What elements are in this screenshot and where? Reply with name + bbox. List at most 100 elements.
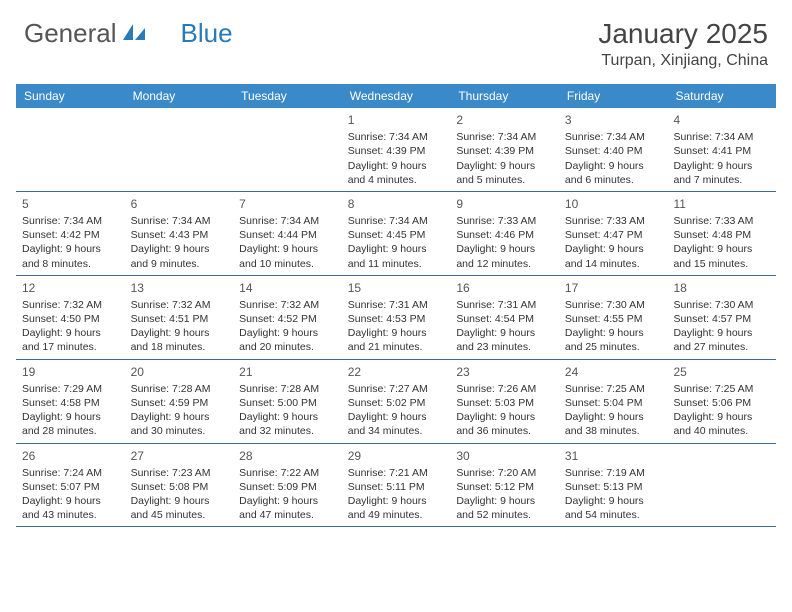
day-cell: 21 Sunrise: 7:28 AMSunset: 5:00 PMDayligh… [233, 360, 342, 443]
sunrise-text: Sunrise: 7:28 AM [239, 382, 336, 396]
day-cell [125, 108, 234, 191]
sunrise-text: Sunrise: 7:24 AM [22, 466, 119, 480]
day-number: 25 [673, 364, 770, 380]
sunset-text: Sunset: 4:43 PM [131, 228, 228, 242]
daylight-text: Daylight: 9 hours and 40 minutes. [673, 410, 770, 438]
day-cell: 22Sunrise: 7:27 AMSunset: 5:02 PMDayligh… [342, 360, 451, 443]
day-number: 18 [673, 280, 770, 296]
weeks-container: 1Sunrise: 7:34 AMSunset: 4:39 PMDaylight… [16, 108, 776, 527]
day-cell [233, 108, 342, 191]
daylight-text: Daylight: 9 hours and 38 minutes. [565, 410, 662, 438]
daylight-text: Daylight: 9 hours and 52 minutes. [456, 494, 553, 522]
sunrise-text: Sunrise: 7:33 AM [673, 214, 770, 228]
sunset-text: Sunset: 5:03 PM [456, 396, 553, 410]
sunrise-text: Sunrise: 7:22 AM [239, 466, 336, 480]
daylight-text: Daylight: 9 hours and 28 minutes. [22, 410, 119, 438]
sunset-text: Sunset: 5:04 PM [565, 396, 662, 410]
day-cell: 1Sunrise: 7:34 AMSunset: 4:39 PMDaylight… [342, 108, 451, 191]
sunrise-text: Sunrise: 7:34 AM [673, 130, 770, 144]
sunrise-text: Sunrise: 7:25 AM [673, 382, 770, 396]
sunset-text: Sunset: 4:41 PM [673, 144, 770, 158]
day-cell: 24 Sunrise: 7:25 AMSunset: 5:04 PMDayligh… [559, 360, 668, 443]
day-cell: 14Sunrise: 7:32 AMSunset: 4:52 PMDayligh… [233, 276, 342, 359]
sunrise-text: Sunrise: 7:34 AM [22, 214, 119, 228]
sunset-text: Sunset: 4:55 PM [565, 312, 662, 326]
day-header-row: SundayMondayTuesdayWednesdayThursdayFrid… [16, 84, 776, 108]
sunset-text: Sunset: 5:06 PM [673, 396, 770, 410]
sunrise-text: Sunrise: 7:31 AM [456, 298, 553, 312]
sunrise-text: Sunrise: 7:28 AM [131, 382, 228, 396]
sunrise-text: Sunrise: 7:31 AM [348, 298, 445, 312]
day-cell: 31Sunrise: 7:19 AMSunset: 5:13 PMDayligh… [559, 444, 668, 527]
day-cell: 25 Sunrise: 7:25 AMSunset: 5:06 PMDayligh… [667, 360, 776, 443]
sunset-text: Sunset: 5:00 PM [239, 396, 336, 410]
sunset-text: Sunset: 4:57 PM [673, 312, 770, 326]
day-cell: 28Sunrise: 7:22 AMSunset: 5:09 PMDayligh… [233, 444, 342, 527]
day-number: 3 [565, 112, 662, 128]
daylight-text: Daylight: 9 hours and 27 minutes. [673, 326, 770, 354]
sunset-text: Sunset: 4:44 PM [239, 228, 336, 242]
sunset-text: Sunset: 4:39 PM [456, 144, 553, 158]
day-number: 27 [131, 448, 228, 464]
daylight-text: Daylight: 9 hours and 54 minutes. [565, 494, 662, 522]
day-number: 24 [565, 364, 662, 380]
daylight-text: Daylight: 9 hours and 6 minutes. [565, 159, 662, 187]
day-header-saturday: Saturday [667, 84, 776, 108]
daylight-text: Daylight: 9 hours and 15 minutes. [673, 242, 770, 270]
sunrise-text: Sunrise: 7:25 AM [565, 382, 662, 396]
daylight-text: Daylight: 9 hours and 32 minutes. [239, 410, 336, 438]
week-row: 1Sunrise: 7:34 AMSunset: 4:39 PMDaylight… [16, 108, 776, 192]
sunrise-text: Sunrise: 7:32 AM [22, 298, 119, 312]
day-cell: 19Sunrise: 7:29 AMSunset: 4:58 PMDayligh… [16, 360, 125, 443]
sunset-text: Sunset: 5:13 PM [565, 480, 662, 494]
sunrise-text: Sunrise: 7:34 AM [239, 214, 336, 228]
sunrise-text: Sunrise: 7:34 AM [456, 130, 553, 144]
day-cell: 9Sunrise: 7:33 AMSunset: 4:46 PMDaylight… [450, 192, 559, 275]
day-cell: 7Sunrise: 7:34 AMSunset: 4:44 PMDaylight… [233, 192, 342, 275]
sunset-text: Sunset: 4:50 PM [22, 312, 119, 326]
day-cell: 17Sunrise: 7:30 AMSunset: 4:55 PMDayligh… [559, 276, 668, 359]
week-row: 19Sunrise: 7:29 AMSunset: 4:58 PMDayligh… [16, 360, 776, 444]
day-number: 26 [22, 448, 119, 464]
daylight-text: Daylight: 9 hours and 21 minutes. [348, 326, 445, 354]
sunrise-text: Sunrise: 7:34 AM [348, 214, 445, 228]
day-number: 13 [131, 280, 228, 296]
sunrise-text: Sunrise: 7:23 AM [131, 466, 228, 480]
sunrise-text: Sunrise: 7:32 AM [239, 298, 336, 312]
sunset-text: Sunset: 5:11 PM [348, 480, 445, 494]
day-number: 28 [239, 448, 336, 464]
daylight-text: Daylight: 9 hours and 25 minutes. [565, 326, 662, 354]
day-header-tuesday: Tuesday [233, 84, 342, 108]
title-block: January 2025 Turpan, Xinjiang, China [598, 18, 768, 70]
day-number: 1 [348, 112, 445, 128]
daylight-text: Daylight: 9 hours and 4 minutes. [348, 159, 445, 187]
sunrise-text: Sunrise: 7:32 AM [131, 298, 228, 312]
day-number: 8 [348, 196, 445, 212]
day-number: 6 [131, 196, 228, 212]
sunrise-text: Sunrise: 7:21 AM [348, 466, 445, 480]
daylight-text: Daylight: 9 hours and 12 minutes. [456, 242, 553, 270]
logo-sail-icon [121, 18, 147, 49]
sunrise-text: Sunrise: 7:26 AM [456, 382, 553, 396]
logo-text-general: General [24, 18, 117, 49]
day-cell: 5Sunrise: 7:34 AMSunset: 4:42 PMDaylight… [16, 192, 125, 275]
day-number: 4 [673, 112, 770, 128]
day-number: 20 [131, 364, 228, 380]
day-number: 9 [456, 196, 553, 212]
day-number: 29 [348, 448, 445, 464]
daylight-text: Daylight: 9 hours and 18 minutes. [131, 326, 228, 354]
day-number: 10 [565, 196, 662, 212]
day-number: 19 [22, 364, 119, 380]
day-number: 21 [239, 364, 336, 380]
day-cell: 12Sunrise: 7:32 AMSunset: 4:50 PMDayligh… [16, 276, 125, 359]
daylight-text: Daylight: 9 hours and 43 minutes. [22, 494, 119, 522]
daylight-text: Daylight: 9 hours and 45 minutes. [131, 494, 228, 522]
sunrise-text: Sunrise: 7:29 AM [22, 382, 119, 396]
sunset-text: Sunset: 4:48 PM [673, 228, 770, 242]
sunrise-text: Sunrise: 7:20 AM [456, 466, 553, 480]
sunset-text: Sunset: 4:54 PM [456, 312, 553, 326]
week-row: 26Sunrise: 7:24 AMSunset: 5:07 PMDayligh… [16, 444, 776, 528]
sunset-text: Sunset: 4:51 PM [131, 312, 228, 326]
sunrise-text: Sunrise: 7:34 AM [131, 214, 228, 228]
day-cell: 2Sunrise: 7:34 AMSunset: 4:39 PMDaylight… [450, 108, 559, 191]
